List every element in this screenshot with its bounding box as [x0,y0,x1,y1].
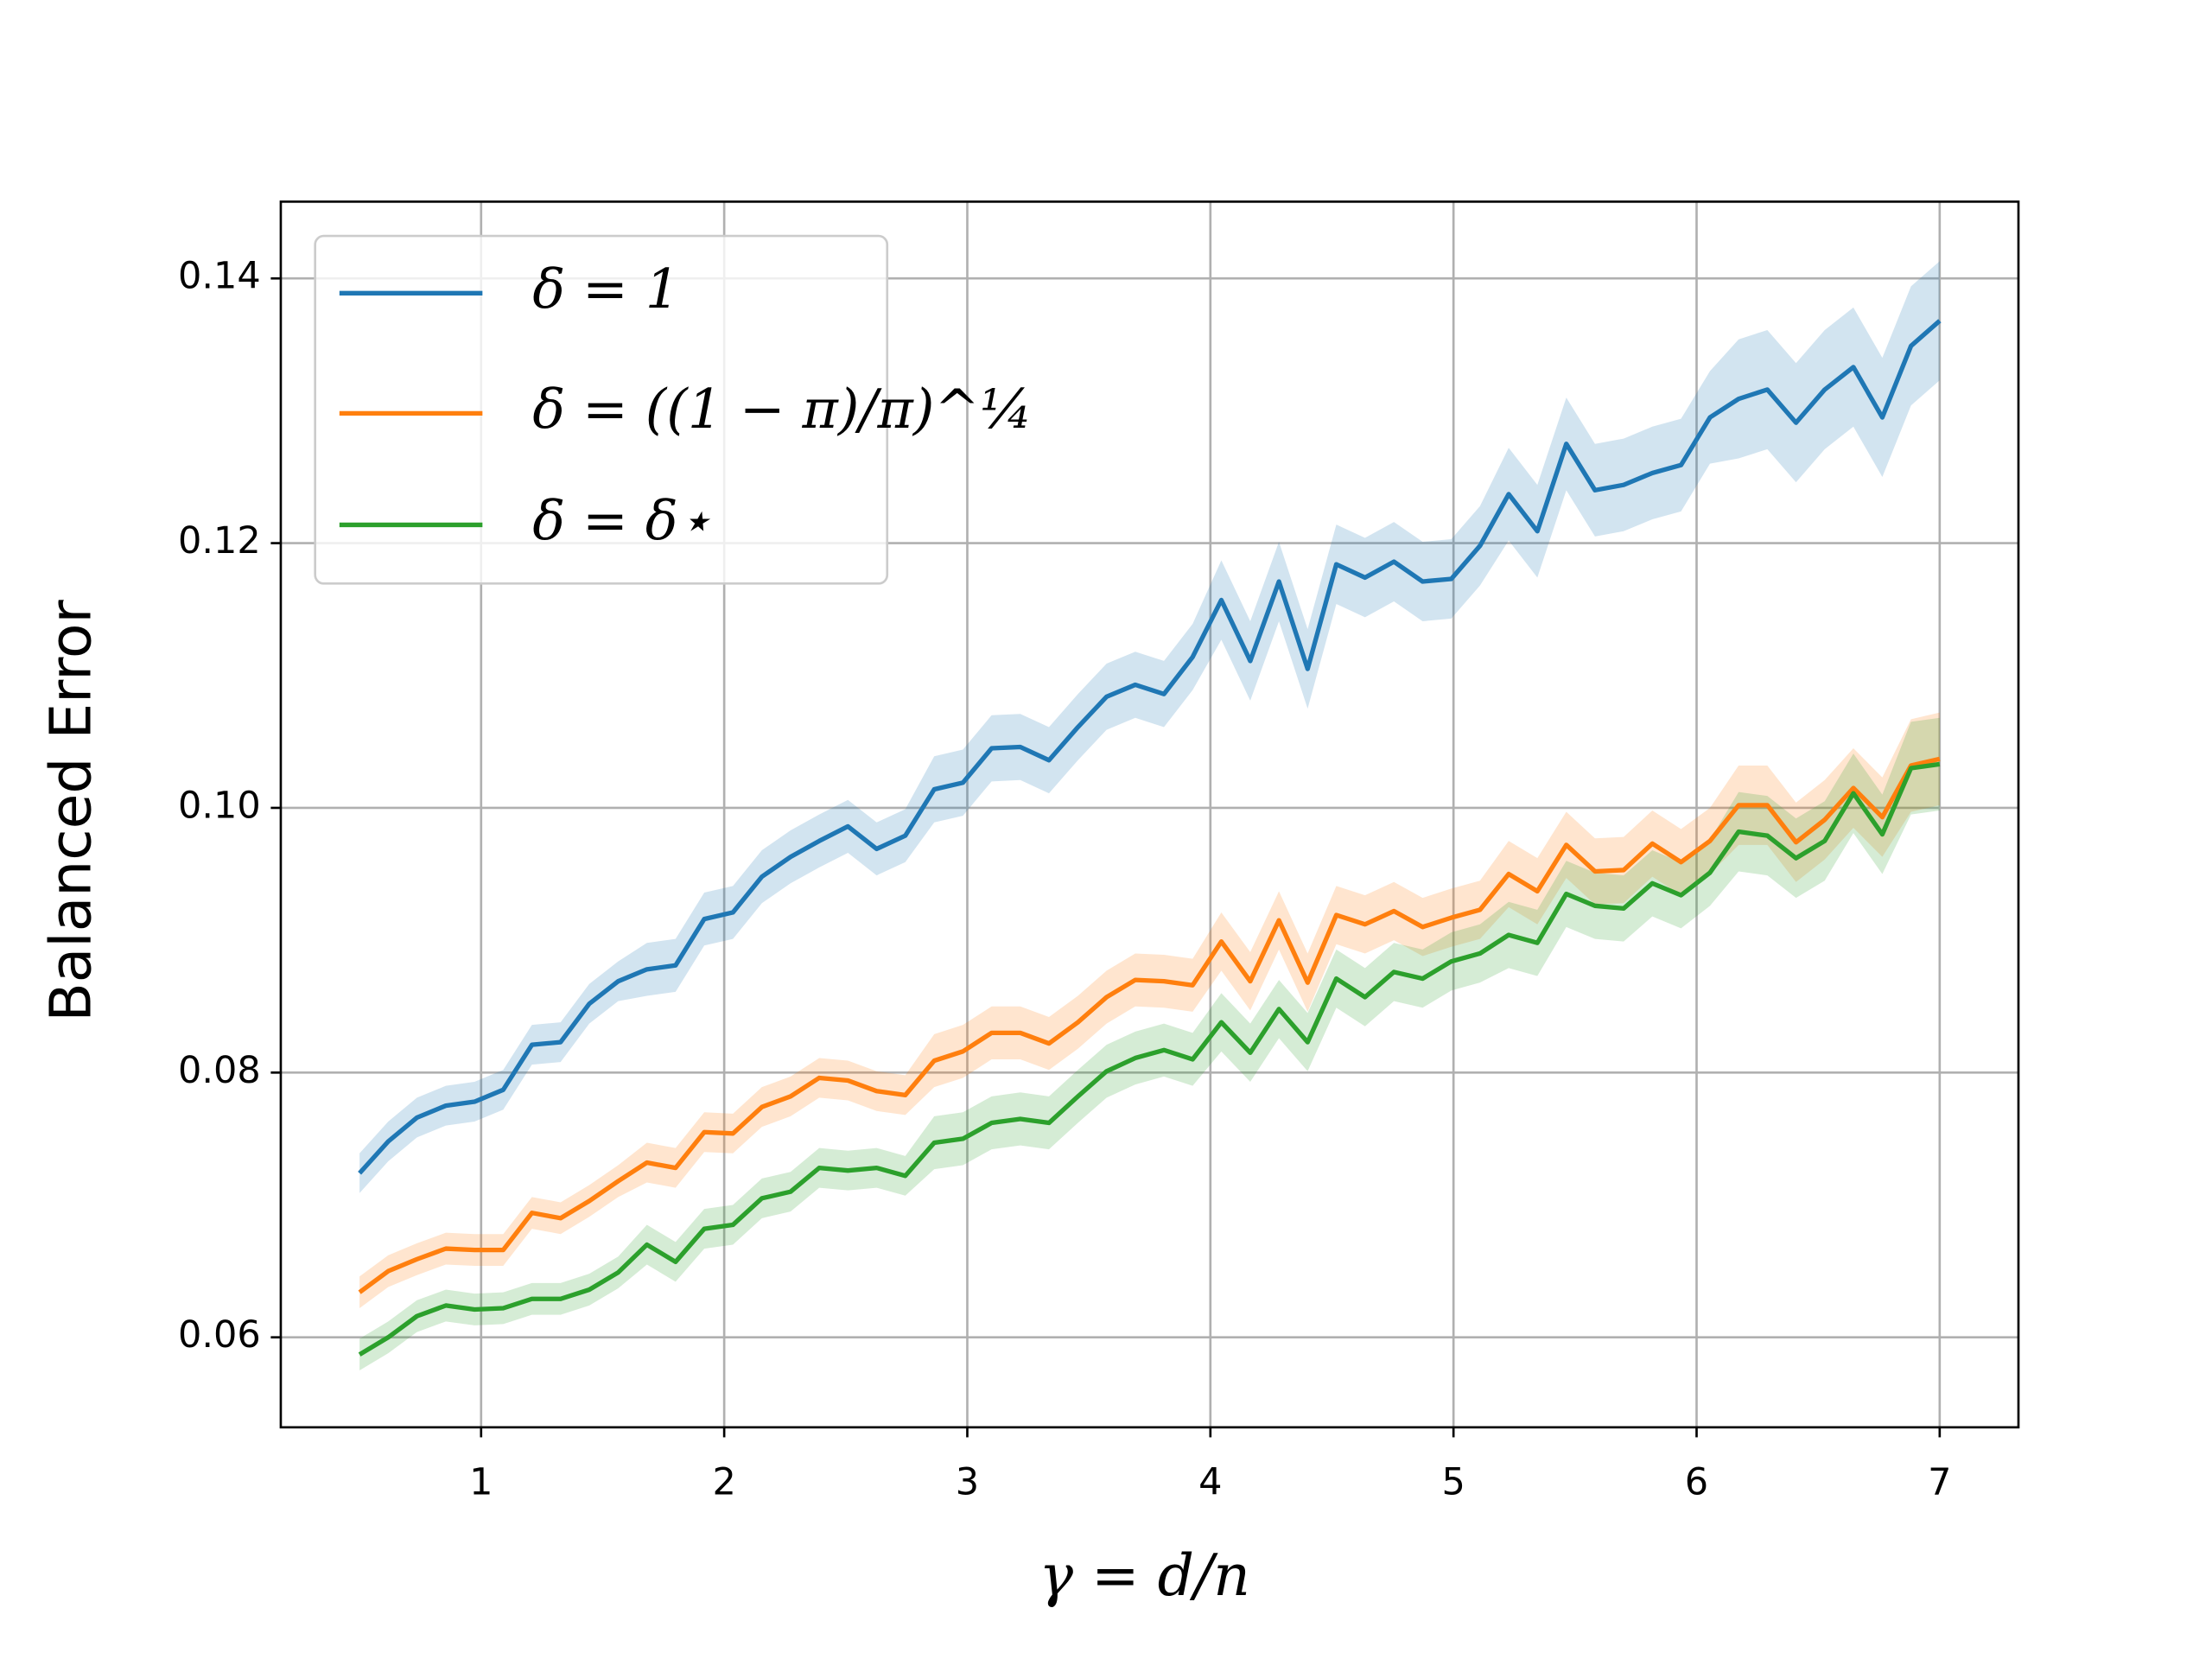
plot-frame [279,200,2020,1429]
y-tick-label: 0.12 [178,519,261,563]
legend-label: δ = ((1 − π)/π)^¼ [532,378,1033,441]
legend-label: δ = 1 [532,257,680,321]
line [358,756,1941,1294]
x-tick-label: 4 [1198,1461,1222,1504]
x-tick-label: 6 [1685,1461,1708,1504]
y-tick-label: 0.06 [178,1313,261,1357]
x-tick-label: 7 [1928,1461,1951,1504]
y-tick-label: 0.08 [178,1049,261,1092]
x-axis-label: γ = d/n [1039,1542,1249,1609]
legend-box [314,234,889,585]
line [358,761,1941,1357]
legend-label: δ = δ⋆ [532,489,712,552]
y-tick-label: 0.14 [178,255,261,298]
x-tick-label: 5 [1441,1461,1465,1504]
x-tick-label: 3 [956,1461,979,1504]
legend: δ = 1 δ = ((1 − π)/π)^¼ δ = δ⋆ [314,234,1033,585]
line [358,319,1942,1175]
y-axis-label: Balanced Error [38,600,105,1022]
y-tick-label: 0.10 [178,784,261,827]
error-band [359,712,1940,1308]
x-tick-label: 2 [712,1461,735,1504]
x-tick-label: 1 [469,1461,493,1504]
error-band [359,261,1940,1193]
